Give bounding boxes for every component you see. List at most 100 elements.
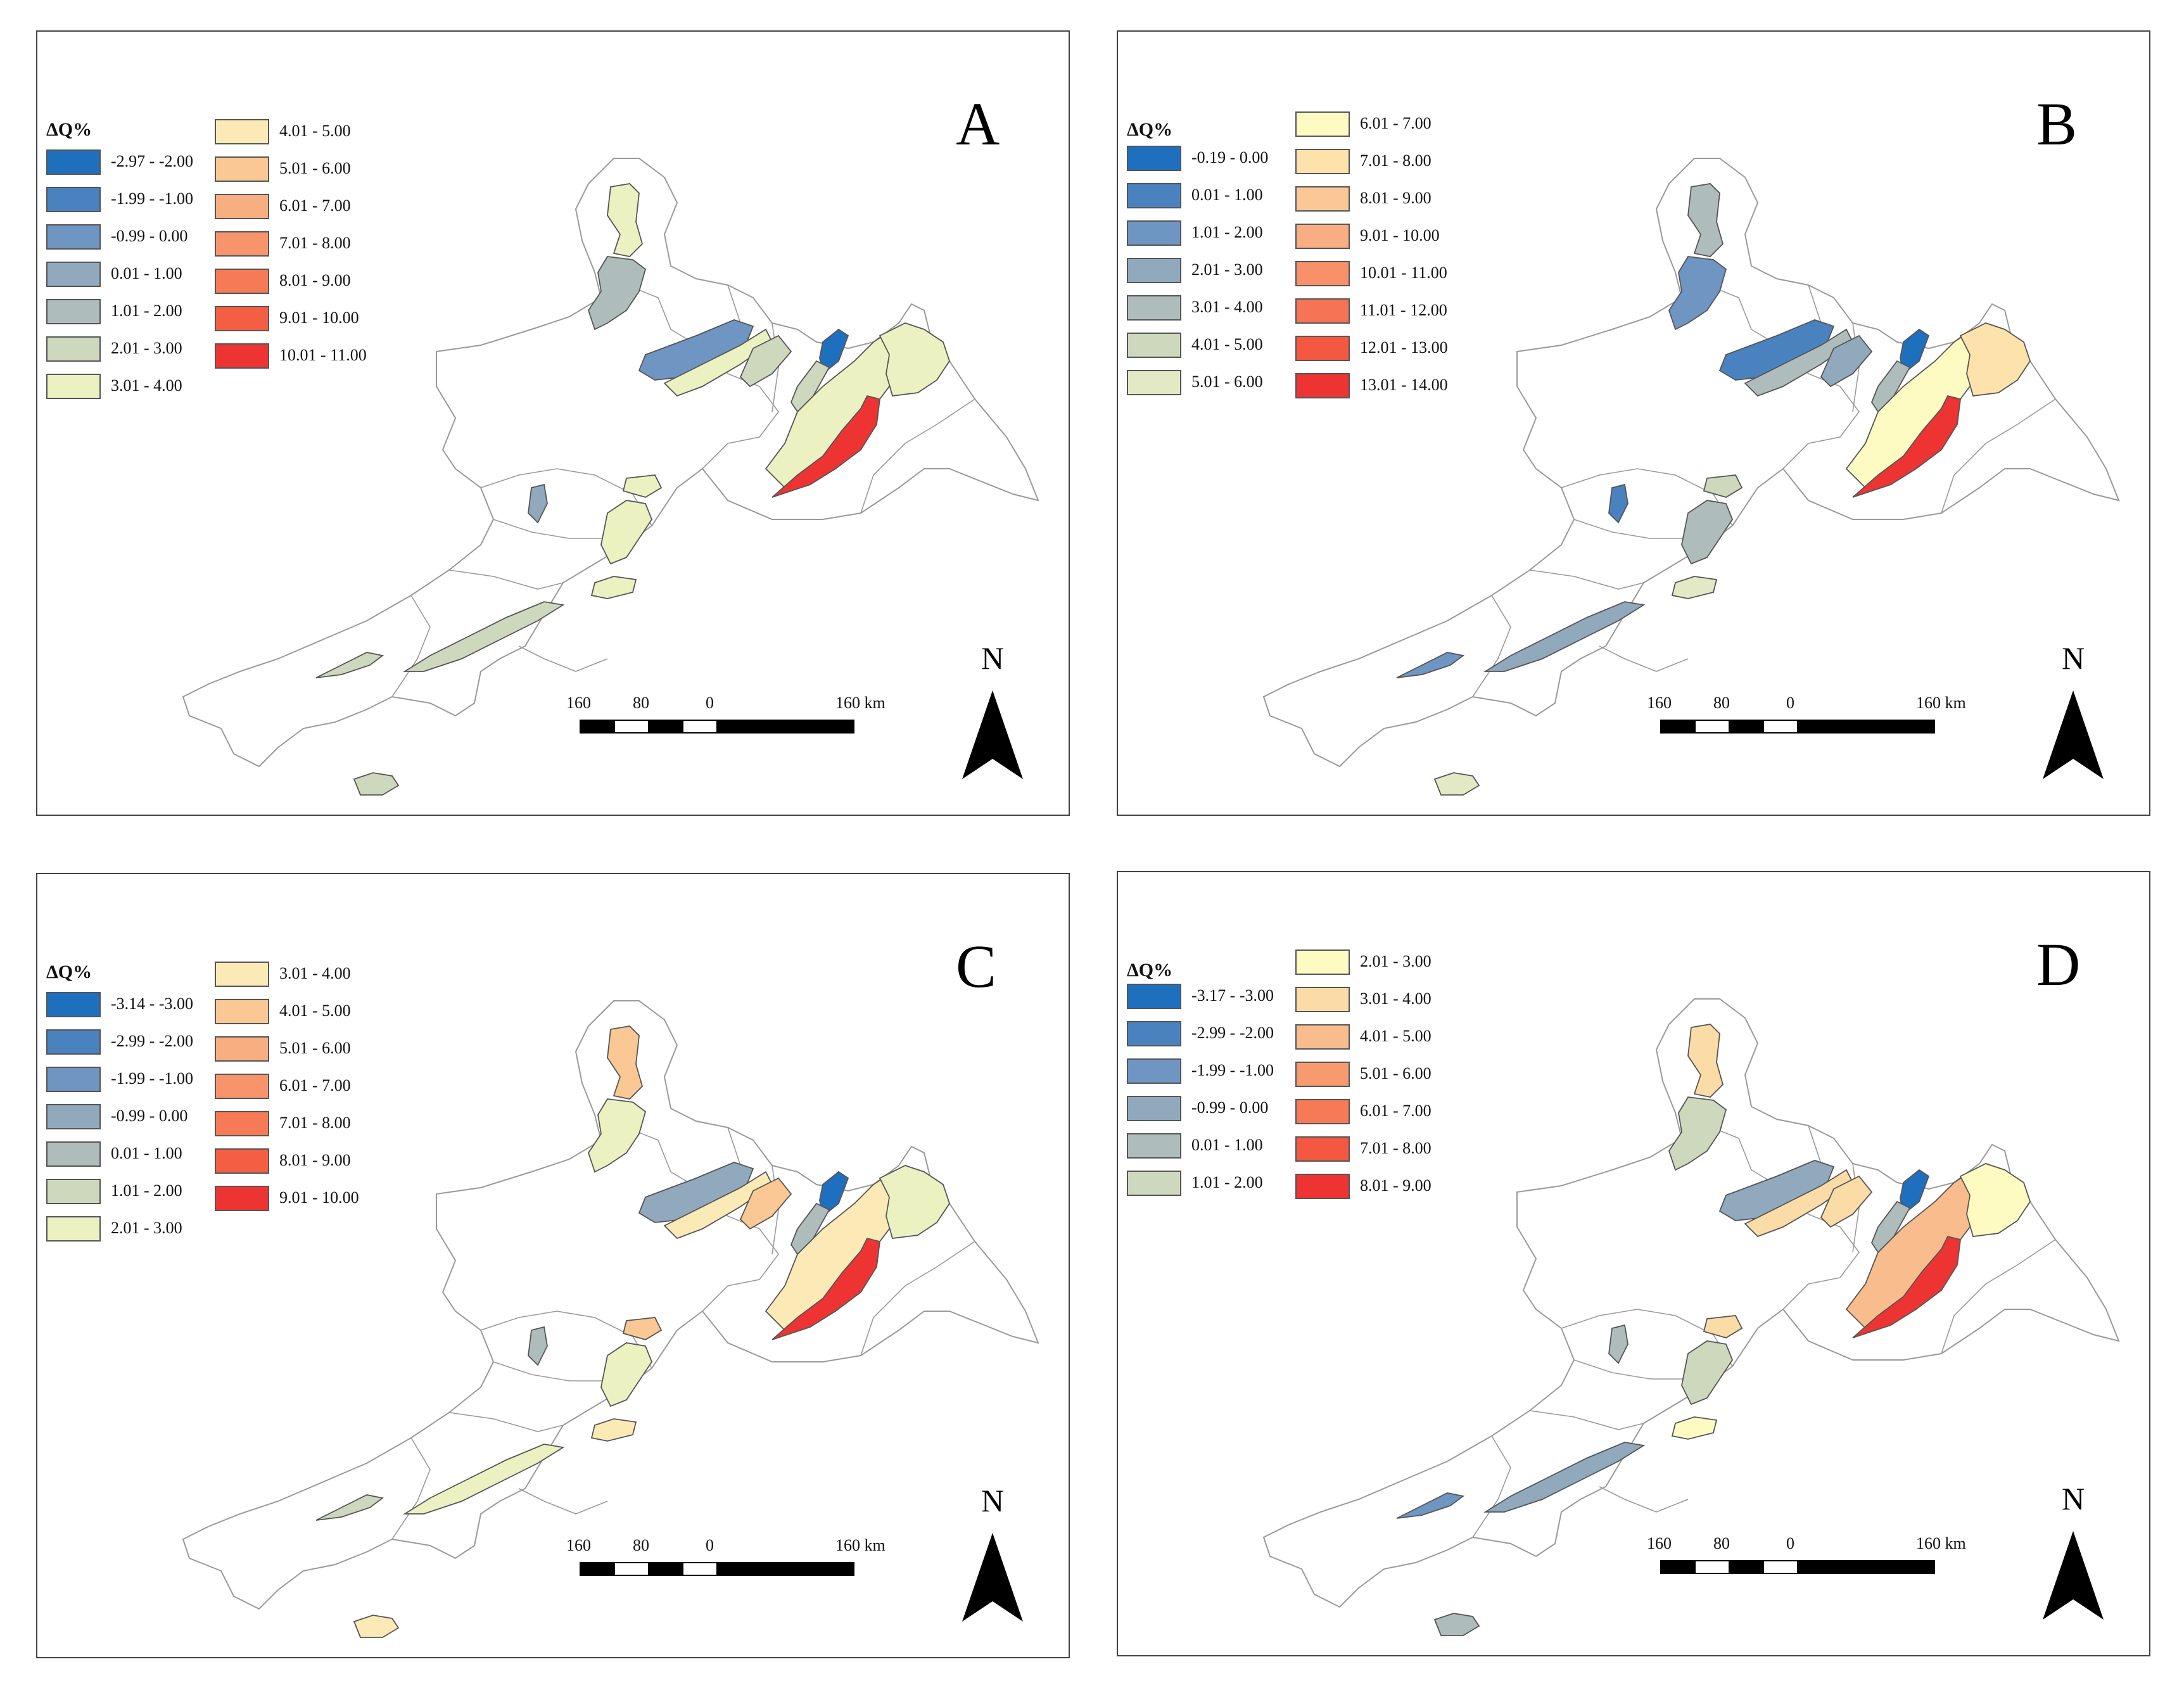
legend-swatch <box>46 374 101 399</box>
legend-label: -3.14 - -3.00 <box>111 994 193 1013</box>
legend-label: 3.01 - 4.00 <box>111 376 182 395</box>
map-panel-d: D ΔQ% -3.17 - -3.00 -2.99 - -2.00 -1.99 - -1… <box>1117 871 2150 1656</box>
legend-label: 0.01 - 1.00 <box>111 1144 182 1162</box>
scale-label: 0 <box>1786 694 1794 712</box>
legend-label: 3.01 - 4.00 <box>1191 298 1263 316</box>
legend-swatch <box>1127 183 1181 208</box>
legend-swatch <box>215 1186 269 1211</box>
legend-label: 7.01 - 8.00 <box>1360 1139 1432 1157</box>
sub-basin-boundary <box>860 398 975 514</box>
legend-swatch <box>46 1104 101 1129</box>
legend-swatch <box>1295 1174 1350 1199</box>
sub-basin-boundary <box>1599 645 1689 672</box>
legend-swatch <box>215 306 269 331</box>
sub-basin-sw-long1 <box>1396 1492 1465 1519</box>
basin-outline <box>182 158 1039 768</box>
sub-basin-mid-small-s <box>1671 1416 1718 1440</box>
legend-swatch <box>215 269 269 294</box>
scale-label: 160 <box>566 1536 591 1554</box>
legend-label: 8.01 - 9.00 <box>1360 1176 1432 1195</box>
legend-label: 3.01 - 4.00 <box>1360 989 1432 1008</box>
sub-basin-east-red <box>1852 1235 1961 1338</box>
sub-basin-boundary <box>1529 569 1644 590</box>
legend-label: 13.01 - 14.00 <box>1360 376 1448 394</box>
scale-bar-graphic <box>580 720 854 734</box>
scale-label: 160 <box>566 694 591 712</box>
legend-label: -1.99 - -1.00 <box>1191 1061 1274 1079</box>
scale-label: 80 <box>1713 694 1730 712</box>
legend-label: 0.01 - 1.00 <box>111 264 182 283</box>
sub-basin-map <box>1262 158 2120 796</box>
sub-basin-boundary <box>1573 1359 1688 1380</box>
sub-basin-boundary <box>1472 1435 1511 1538</box>
legend-swatch <box>1295 336 1350 361</box>
north-label: N <box>981 1483 1005 1518</box>
sub-basin-mid-center <box>1681 1340 1734 1406</box>
legend-swatch <box>215 156 269 182</box>
panel-letter: B <box>2036 90 2078 158</box>
legend-swatch <box>1295 261 1350 286</box>
sub-basin-boundary <box>1472 595 1511 697</box>
legend-label: 8.01 - 9.00 <box>279 271 351 289</box>
sub-basin-boundary <box>518 645 608 672</box>
legend-swatch <box>215 999 269 1024</box>
sub-basin-south-small <box>353 772 400 796</box>
sub-basin-mid-small-e <box>1703 474 1743 498</box>
legend-label: 9.01 - 10.00 <box>279 308 359 327</box>
sub-basin-boundary <box>493 1361 607 1381</box>
legend-swatch <box>46 1029 101 1055</box>
legend-swatch <box>46 1141 101 1167</box>
sub-basin-east-strip <box>790 1202 830 1255</box>
legend-label: 6.01 - 7.00 <box>1360 1102 1432 1120</box>
sub-basin-boundary <box>391 595 431 697</box>
legend-label: 9.01 - 10.00 <box>279 1188 359 1207</box>
legend-label: 9.01 - 10.00 <box>1360 226 1440 245</box>
legend-swatch <box>215 1148 269 1174</box>
sub-basin-south-small <box>1433 772 1480 796</box>
sub-basin-boundary <box>1941 398 2056 514</box>
legend-label: 6.01 - 7.00 <box>279 1076 351 1095</box>
legend-label: 11.01 - 12.00 <box>1360 301 1447 319</box>
sub-basin-boundary <box>518 1488 608 1515</box>
sub-basin-mid-center <box>600 1342 653 1407</box>
legend-label: 5.01 - 6.00 <box>1360 1064 1432 1083</box>
legend-title: ΔQ% <box>46 119 92 140</box>
sub-basin-east-red <box>771 395 880 498</box>
scale-label: 160 <box>1647 1534 1672 1553</box>
sub-basin-mid-small-w <box>528 483 548 524</box>
sub-basin-east-red <box>771 1237 880 1340</box>
map-panel-c: C ΔQ% -3.14 - -3.00 -2.99 - -2.00 -1.99 - -1… <box>36 873 1070 1658</box>
sub-basin-south-small <box>1433 1613 1480 1636</box>
legend-swatch <box>1127 1058 1181 1084</box>
legend-label: -1.99 - -1.00 <box>111 189 193 208</box>
legend-swatch <box>1295 186 1350 212</box>
sub-basin-boundary <box>860 1241 975 1356</box>
sub-basin-mid-small-s <box>1671 576 1718 599</box>
legend-label: 4.01 - 5.00 <box>1191 335 1263 353</box>
sub-basin-central-blue <box>819 328 849 375</box>
panel-letter: C <box>956 932 997 1000</box>
legend-swatch <box>1295 224 1350 249</box>
legend-swatch <box>215 1036 269 1062</box>
scale-label: 160 km <box>1916 1534 1966 1553</box>
north-arrow-icon <box>2043 690 2104 779</box>
legend-swatch <box>46 336 101 362</box>
legend-label: 1.01 - 2.00 <box>1191 223 1263 241</box>
scale-label: 80 <box>1713 1534 1730 1553</box>
legend-label: 8.01 - 9.00 <box>1360 189 1432 207</box>
sub-basin-north-mid <box>1668 1096 1727 1171</box>
legend-swatch <box>1295 949 1350 975</box>
sub-basin-boundary <box>480 468 652 526</box>
legend-swatch <box>1295 1024 1350 1050</box>
north-label: N <box>2062 640 2085 676</box>
sub-basin-boundary <box>1561 1309 1733 1367</box>
legend-label: 8.01 - 9.00 <box>279 1151 351 1169</box>
legend-label: 0.01 - 1.00 <box>1191 1136 1263 1154</box>
legend-label: 3.01 - 4.00 <box>279 964 351 982</box>
sub-basin-boundary <box>391 1437 431 1540</box>
legend-label: 7.01 - 8.00 <box>1360 151 1432 170</box>
legend-label: 6.01 - 7.00 <box>1360 114 1432 132</box>
legend-label: -2.99 - -2.00 <box>1191 1024 1274 1042</box>
sub-basin-central-b <box>1820 334 1873 388</box>
sub-basin-central-b <box>739 1177 792 1230</box>
